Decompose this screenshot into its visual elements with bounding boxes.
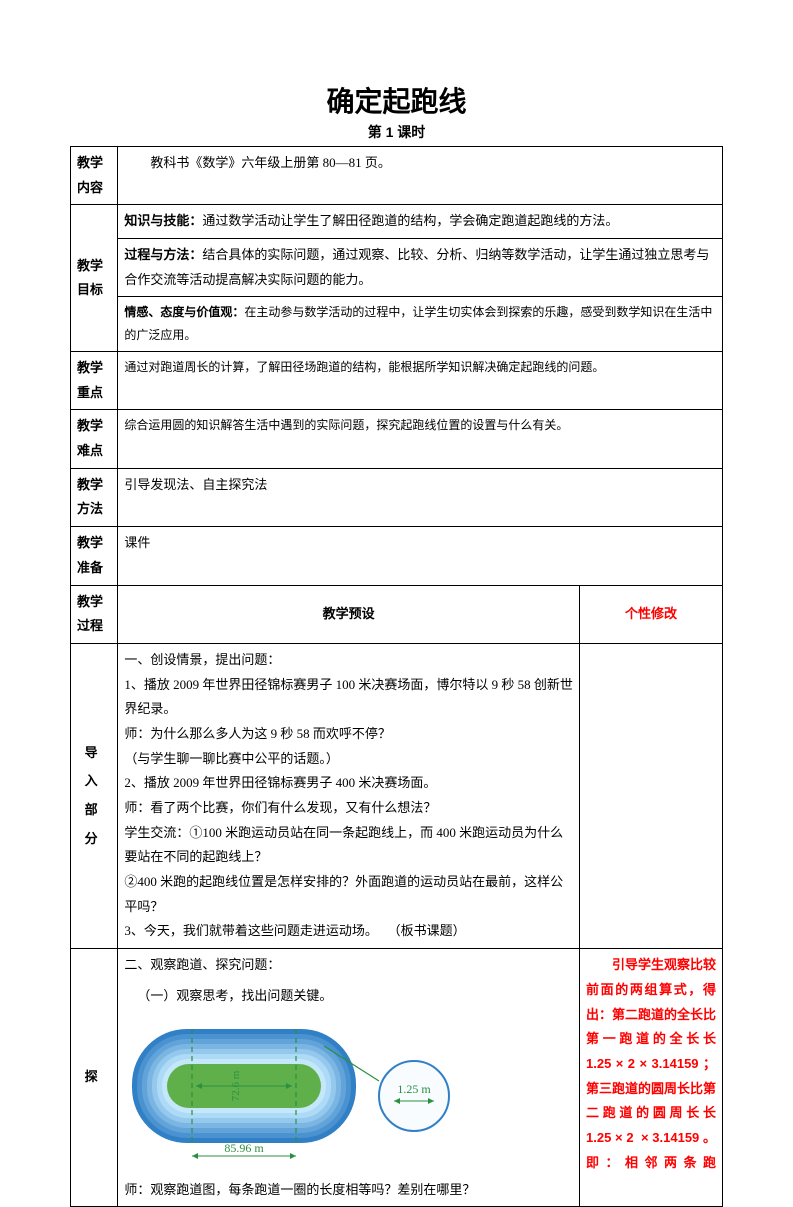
table-row: 教学重点 通过对跑道周长的计算，了解田径场跑道的结构，能根据所学知识解决确定起跑…: [71, 352, 723, 410]
svg-text:72.6 m: 72.6 m: [230, 1070, 242, 1101]
label-method: 教学方法: [71, 468, 118, 526]
lesson-plan-table: 教学内容 教科书《数学》六年级上册第 80—81 页。 教学目标 知识与技能：通…: [70, 146, 723, 1207]
track-diagram: 72.6 m 85.96 m: [124, 1021, 573, 1166]
label-goals: 教学目标: [71, 205, 118, 352]
cell-intro-notes: [580, 643, 723, 948]
table-row: 情感、态度与价值观：在主动参与数学活动的过程中，让学生切实体会到探索的乐趣，感受…: [71, 297, 723, 352]
cell-intro-text: 一、创设情景，提出问题： 1、播放 2009 年世界田径锦标赛男子 100 米决…: [118, 643, 580, 948]
goal-knowledge-label: 知识与技能：: [124, 213, 202, 228]
cell-content: 教科书《数学》六年级上册第 80—81 页。: [118, 147, 723, 205]
cell-goal-process: 过程与方法：结合具体的实际问题，通过观察、比较、分析、归纳等数学活动，让学生通过…: [118, 239, 723, 297]
header-preset: 教学预设: [118, 585, 580, 643]
label-process: 教学过程: [71, 585, 118, 643]
table-row: 教学内容 教科书《数学》六年级上册第 80—81 页。: [71, 147, 723, 205]
svg-text:1.25 m: 1.25 m: [398, 1082, 432, 1096]
goal-process-text: 结合具体的实际问题，通过观察、比较、分析、归纳等数学活动，让学生通过独立思考与合…: [124, 247, 709, 287]
goal-knowledge-text: 通过数学活动让学生了解田径跑道的结构，学会确定跑道起跑线的方法。: [202, 213, 618, 228]
explore-question: 师：观察跑道图，每条跑道一圈的长度相等吗？差别在哪里？: [124, 1178, 573, 1203]
table-row: 教学目标 知识与技能：通过数学活动让学生了解田径跑道的结构，学会确定跑道起跑线的…: [71, 205, 723, 239]
table-row: 过程与方法：结合具体的实际问题，通过观察、比较、分析、归纳等数学活动，让学生通过…: [71, 239, 723, 297]
table-row: 教学方法 引导发现法、自主探究法: [71, 468, 723, 526]
label-difficulty: 教学难点: [71, 410, 118, 468]
cell-goal-values: 情感、态度与价值观：在主动参与数学活动的过程中，让学生切实体会到探索的乐趣，感受…: [118, 297, 723, 352]
explore-sub1: （一）观察思考，找出问题关键。: [124, 984, 573, 1009]
label-explore: 探: [71, 949, 118, 1207]
cell-focus: 通过对跑道周长的计算，了解田径场跑道的结构，能根据所学知识解决确定起跑线的问题。: [118, 352, 723, 410]
svg-text:85.96 m: 85.96 m: [225, 1141, 265, 1155]
goal-process-label: 过程与方法：: [124, 247, 202, 262]
table-row: 教学过程 教学预设 个性修改: [71, 585, 723, 643]
page-title: 确定起跑线: [70, 80, 723, 120]
table-row: 教学难点 综合运用圆的知识解答生活中遇到的实际问题，探究起跑线位置的设置与什么有…: [71, 410, 723, 468]
label-prepare: 教学准备: [71, 527, 118, 585]
label-content: 教学内容: [71, 147, 118, 205]
cell-explore: 二、观察跑道、探究问题： （一）观察思考，找出问题关键。: [118, 949, 580, 1207]
goal-values-label: 情感、态度与价值观：: [124, 305, 244, 319]
cell-goal-knowledge: 知识与技能：通过数学活动让学生了解田径跑道的结构，学会确定跑道起跑线的方法。: [118, 205, 723, 239]
cell-explore-notes: 引导学生观察比较前面的两组算式，得出：第二跑道的全长比第一跑道的全长长 1.25…: [580, 949, 723, 1207]
cell-difficulty: 综合运用圆的知识解答生活中遇到的实际问题，探究起跑线位置的设置与什么有关。: [118, 410, 723, 468]
page-subtitle: 第 1 课时: [70, 122, 723, 142]
track-svg-icon: 72.6 m 85.96 m: [124, 1021, 469, 1166]
cell-prepare: 课件: [118, 527, 723, 585]
label-intro: 导入部分: [71, 643, 118, 948]
table-row: 导入部分 一、创设情景，提出问题： 1、播放 2009 年世界田径锦标赛男子 1…: [71, 643, 723, 948]
cell-method: 引导发现法、自主探究法: [118, 468, 723, 526]
explore-heading: 二、观察跑道、探究问题：: [124, 953, 573, 978]
table-row: 教学准备 课件: [71, 527, 723, 585]
table-row: 探 二、观察跑道、探究问题： （一）观察思考，找出问题关键。: [71, 949, 723, 1207]
header-modify: 个性修改: [580, 585, 723, 643]
label-focus: 教学重点: [71, 352, 118, 410]
